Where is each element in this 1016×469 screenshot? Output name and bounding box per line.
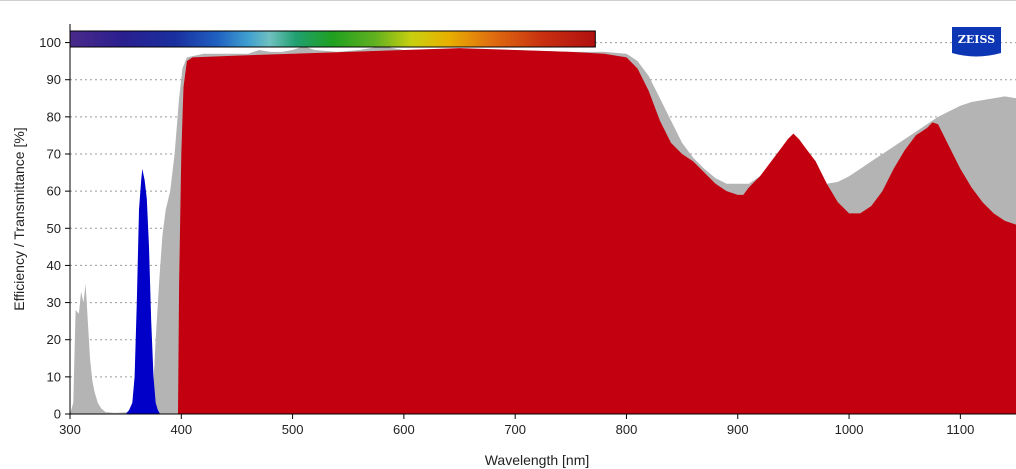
y-tick-label-80: 80 bbox=[47, 109, 61, 124]
y-tick-label-30: 30 bbox=[47, 295, 61, 310]
x-tick-label-400: 400 bbox=[170, 422, 192, 437]
x-tick-label-800: 800 bbox=[616, 422, 638, 437]
y-tick-label-70: 70 bbox=[47, 147, 61, 162]
x-tick-label-1000: 1000 bbox=[835, 422, 864, 437]
y-tick-label-40: 40 bbox=[47, 258, 61, 273]
top-border bbox=[0, 0, 1016, 1]
x-tick-label-900: 900 bbox=[727, 422, 749, 437]
y-tick-label-50: 50 bbox=[47, 221, 61, 236]
x-tick-label-1100: 1100 bbox=[946, 422, 974, 437]
x-tick-label-600: 600 bbox=[393, 422, 415, 437]
zeiss-logo: ZEISS bbox=[952, 27, 1001, 57]
x-tick-label-700: 700 bbox=[504, 422, 526, 437]
y-tick-label-100: 100 bbox=[39, 35, 61, 50]
y-axis-title: Efficiency / Transmittance [%] bbox=[11, 127, 27, 310]
tick-layer: 0 10 20 30 40 50 60 70 80 90 100 300 400 500 600 700 800… bbox=[39, 35, 974, 437]
spectrum-color-bar bbox=[69, 30, 596, 48]
y-tick-label-0: 0 bbox=[54, 407, 61, 422]
series-red-transmittance-area bbox=[178, 48, 1016, 414]
x-tick-label-500: 500 bbox=[282, 422, 304, 437]
y-tick-label-90: 90 bbox=[47, 72, 61, 87]
series-layer bbox=[70, 46, 1016, 415]
y-tick-label-20: 20 bbox=[47, 332, 61, 347]
y-tick-label-10: 10 bbox=[47, 369, 61, 384]
x-tick-label-300: 300 bbox=[59, 422, 81, 437]
zeiss-logo-text: ZEISS bbox=[958, 33, 995, 46]
y-tick-label-60: 60 bbox=[47, 184, 61, 199]
axes bbox=[69, 24, 1016, 415]
x-axis-title: Wavelength [nm] bbox=[485, 452, 590, 468]
